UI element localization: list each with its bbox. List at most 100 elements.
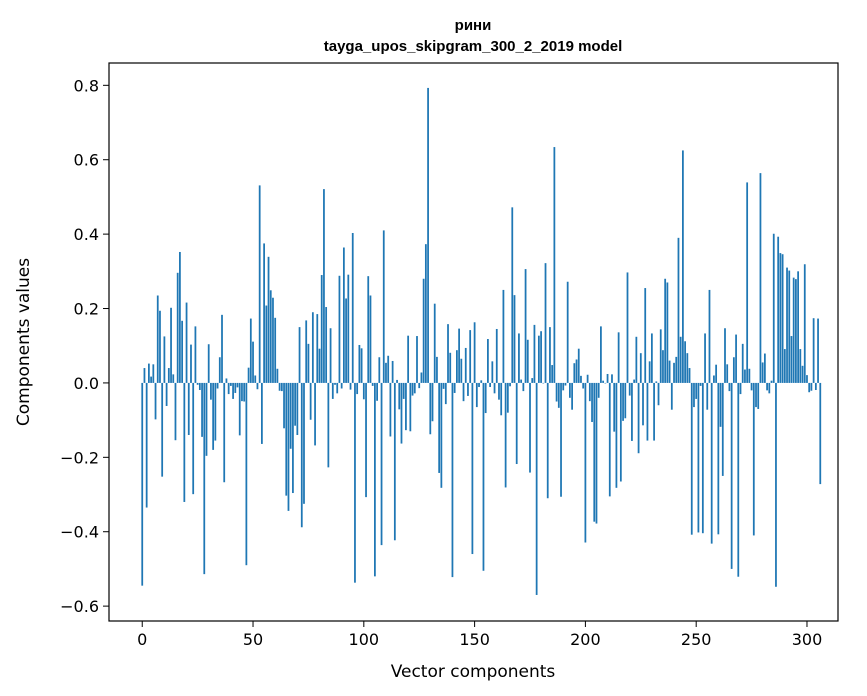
- bar-224: [637, 382, 640, 454]
- bar-26: [198, 382, 201, 390]
- bar-50: [252, 341, 254, 383]
- x-tick-label: 150: [459, 630, 490, 649]
- bar-187: [555, 382, 558, 402]
- bar-296: [797, 271, 799, 383]
- bar-121: [409, 382, 412, 432]
- bar-13: [170, 307, 172, 383]
- bar-147: [467, 382, 469, 396]
- bar-36: [221, 314, 223, 383]
- bar-96: [354, 382, 356, 583]
- bar-304: [814, 382, 817, 390]
- bar-262: [721, 382, 724, 476]
- bar-211: [608, 382, 611, 497]
- bar-198: [580, 375, 582, 383]
- bar-133: [436, 356, 438, 383]
- bar-119: [405, 382, 407, 431]
- bar-44: [238, 382, 241, 436]
- bar-55: [263, 243, 265, 383]
- y-tick-label: −0.6: [60, 597, 99, 616]
- bar-142: [456, 350, 458, 383]
- bar-234: [659, 329, 662, 383]
- x-tick-label: 250: [681, 630, 712, 649]
- bar-166: [509, 382, 511, 387]
- bar-258: [713, 375, 715, 383]
- bars-group: [141, 87, 822, 595]
- bar-270: [739, 382, 742, 395]
- bar-209: [604, 382, 607, 384]
- bar-43: [236, 382, 239, 388]
- bar-42: [234, 382, 237, 393]
- bar-146: [464, 347, 467, 383]
- bar-122: [411, 382, 414, 396]
- bar-2: [145, 382, 148, 508]
- bar-136: [442, 382, 445, 389]
- y-tick-label: 0.8: [74, 76, 99, 95]
- bar-115: [396, 379, 398, 383]
- bar-28: [203, 382, 206, 575]
- bar-6: [154, 382, 157, 420]
- bar-29: [205, 382, 208, 456]
- bar-194: [571, 382, 573, 410]
- bar-274: [748, 368, 751, 383]
- bar-266: [730, 382, 733, 569]
- bar-231: [653, 382, 655, 441]
- bar-267: [732, 357, 735, 383]
- bar-277: [755, 382, 757, 408]
- bar-54: [261, 382, 263, 444]
- chart-subtitle: tayga_upos_skipgram_300_2_2019 model: [324, 38, 623, 55]
- bar-185: [551, 365, 554, 383]
- bar-64: [283, 382, 285, 429]
- bar-33: [214, 382, 217, 441]
- bar-154: [482, 382, 485, 571]
- bar-290: [783, 349, 786, 383]
- bar-219: [626, 272, 629, 383]
- bar-240: [673, 362, 675, 383]
- bar-189: [560, 382, 562, 497]
- bar-248: [690, 382, 693, 535]
- bar-265: [728, 382, 731, 392]
- x-tick-label: 300: [792, 630, 823, 649]
- bar-188: [557, 382, 560, 408]
- bar-59: [272, 297, 274, 383]
- bar-92: [345, 298, 347, 383]
- bar-303: [812, 318, 815, 383]
- bar-73: [303, 382, 305, 504]
- bar-246: [686, 353, 689, 383]
- bar-233: [657, 382, 660, 406]
- bar-294: [792, 277, 795, 383]
- bar-253: [701, 382, 704, 534]
- bar-150: [473, 322, 476, 383]
- bar-132: [433, 303, 436, 383]
- bar-69: [294, 382, 297, 426]
- bar-31: [210, 382, 212, 400]
- bar-12: [167, 368, 170, 383]
- bar-237: [666, 282, 669, 383]
- bar-144: [460, 358, 463, 383]
- bar-178: [535, 382, 538, 595]
- bar-179: [537, 335, 540, 383]
- bar-108: [380, 382, 383, 546]
- bar-8: [159, 310, 161, 383]
- bar-34: [216, 382, 219, 389]
- bar-269: [737, 382, 740, 577]
- bar-145: [462, 382, 465, 402]
- bar-153: [480, 380, 483, 383]
- y-tick-label: −0.2: [60, 448, 99, 467]
- bar-199: [582, 382, 585, 389]
- bar-24: [194, 326, 197, 383]
- bar-156: [487, 339, 489, 383]
- bar-22: [190, 344, 192, 383]
- bar-293: [790, 336, 793, 383]
- bar-245: [684, 341, 686, 383]
- bar-230: [650, 333, 653, 383]
- bar-116: [398, 382, 401, 410]
- bar-49: [249, 318, 252, 383]
- bar-200: [584, 382, 587, 543]
- x-tick-label: 200: [570, 630, 601, 649]
- bar-191: [564, 382, 567, 386]
- bar-123: [413, 382, 416, 394]
- bar-120: [407, 335, 410, 383]
- bar-152: [478, 382, 480, 388]
- bar-186: [553, 147, 556, 383]
- bar-168: [513, 295, 516, 383]
